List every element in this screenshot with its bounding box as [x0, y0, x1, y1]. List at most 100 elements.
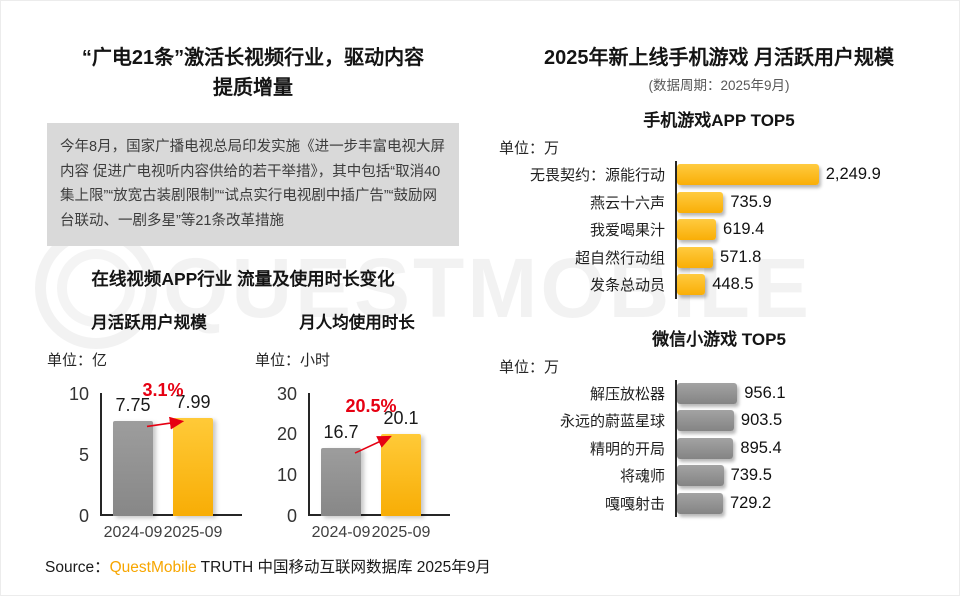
row-value-label: 729.2 [729, 493, 772, 512]
bar-value-label: 20.1 [383, 407, 419, 428]
table-row: 解压放松器 956.1 [497, 379, 941, 407]
row-bar-track: 739.5 [675, 462, 941, 490]
change-percent-label: 3.1% [142, 380, 184, 401]
row-value-label: 895.4 [740, 438, 782, 457]
table-row: 无畏契约：源能行动 2,249.9 [497, 161, 941, 189]
x-category-label: 2025-09 [371, 523, 431, 541]
hchart-rows: 解压放松器 956.1 永远的蔚蓝星球 903.5 精明的开局 895.4 将魂师 739.5… [497, 379, 941, 517]
y-axis-line [100, 392, 102, 516]
right-column: 2025年新上线手机游戏 月活跃用户规模 (数据周期：2025年9月) 手机游戏… [471, 1, 959, 560]
bar-超自然行动组 [677, 246, 714, 268]
row-category-label: 嘎嘎射击 [604, 495, 665, 513]
y-axis-tick: 30 [276, 383, 297, 404]
table-row: 嘎嘎射击 729.2 [497, 489, 941, 517]
chart-mobile-game-app-top5: 手机游戏APP TOP5 单位：万无畏契约：源能行动 2,249.9 燕云十六声 735… [497, 106, 941, 299]
unit-label: 单位：万 [499, 140, 560, 157]
bar-value-label: 16.7 [323, 421, 359, 442]
row-category-label: 永远的蔚蓝星球 [559, 413, 665, 431]
bar-发条总动员 [677, 274, 706, 296]
source-line: Source：QuestMobile TRUTH 中国移动互联网数据库 2025… [45, 555, 491, 577]
x-axis-line [100, 513, 242, 516]
chart-wechat-minigame-top5: 微信小游戏 TOP5 单位：万解压放松器 956.1 永远的蔚蓝星球 903.5 精明的开… [497, 325, 941, 517]
row-value-label: 448.5 [712, 275, 754, 294]
table-row: 我爱喝果汁 619.4 [497, 216, 941, 244]
left-section-title: 在线视频APP行业 流量及使用时长变化 [91, 268, 395, 289]
bar-value-label: 7.99 [175, 392, 211, 413]
vchart-plot: 0 10 20 30 16.7 2024-09 20.1 2025-09 20.5% [253, 384, 461, 541]
row-category-label: 将魂师 [619, 468, 665, 486]
x-axis-line [308, 513, 450, 516]
row-category-label: 超自然行动组 [574, 249, 665, 267]
hchart-title: 微信小游戏 TOP5 [652, 329, 786, 349]
row-bar-track: 903.5 [675, 407, 941, 435]
x-category-label: 2024-09 [103, 523, 163, 541]
bar-将魂师 [677, 465, 724, 487]
growth-arrow-icon [253, 394, 461, 516]
row-value-label: 739.5 [730, 466, 772, 485]
y-axis-tick: 0 [78, 505, 89, 526]
row-category-label: 无畏契约：源能行动 [529, 167, 665, 185]
y-axis-tick: 20 [276, 424, 297, 445]
unit-label: 单位：小时 [255, 351, 331, 369]
row-category-label: 燕云十六声 [589, 194, 665, 212]
bar-我爱喝果汁 [677, 219, 717, 241]
row-value-label: 571.8 [720, 247, 762, 266]
bar-value-label: 7.75 [115, 395, 151, 415]
source-rest: TRUTH 中国移动互联网数据库 2025年9月 [196, 559, 491, 576]
change-percent-label: 20.5% [345, 395, 397, 416]
bar-精明的开局 [677, 437, 734, 459]
right-page-subtitle: (数据周期：2025年9月) [648, 78, 790, 93]
row-bar-track: 895.4 [675, 434, 941, 462]
table-row: 将魂师 739.5 [497, 462, 941, 490]
row-value-label: 619.4 [723, 220, 765, 239]
row-bar-track: 956.1 [675, 379, 941, 407]
row-value-label: 735.9 [730, 192, 772, 211]
row-value-label: 903.5 [740, 411, 783, 430]
bar-2025-09 [173, 418, 213, 516]
left-column: “广电21条”激活长视频行业，驱动内容 提质增量 今年8月，国家广播电视总局印发实… [1, 1, 471, 560]
table-row: 燕云十六声 735.9 [497, 188, 941, 216]
left-title-line1: “广电21条”激活长视频行业，驱动内容 [81, 47, 425, 69]
y-axis-tick: 5 [78, 444, 89, 465]
bar-永远的蔚蓝星球 [677, 410, 734, 432]
bar-解压放松器 [677, 382, 738, 404]
bar-燕云十六声 [677, 191, 724, 213]
source-label: Source： [45, 559, 110, 576]
bar-2025-09 [381, 433, 421, 516]
table-row: 发条总动员 448.5 [497, 271, 941, 299]
table-row: 精明的开局 895.4 [497, 434, 941, 462]
y-axis-tick: 10 [68, 383, 89, 404]
y-axis-line [308, 392, 310, 516]
row-category-label: 发条总动员 [589, 277, 665, 295]
left-title-line2: 提质增量 [213, 77, 293, 99]
table-row: 超自然行动组 571.8 [497, 243, 941, 271]
row-category-label: 解压放松器 [589, 385, 665, 403]
growth-arrow-icon [45, 394, 253, 516]
source-brand: QuestMobile [109, 559, 197, 576]
chart-monthly-time-per-user: 月人均使用时长单位：小时 0 10 20 30 16.7 2024-09 20.1 2025-0… [253, 305, 461, 560]
chart-monthly-active-users: 月活跃用户规模 单位：亿 0 5 10 7.75 2024-09 7.99 2025-09 3.1… [45, 305, 253, 560]
mini-charts-row: 月活跃用户规模 单位：亿 0 5 10 7.75 2024-09 7.99 2025-09 3.1… [45, 305, 471, 560]
y-axis-tick: 0 [286, 505, 297, 526]
table-row: 永远的蔚蓝星球 903.5 [497, 407, 941, 435]
vchart-title: 月活跃用户规模 [91, 313, 207, 332]
bar-无畏契约：源能行动 [677, 164, 819, 186]
row-category-label: 精明的开局 [589, 440, 665, 458]
row-category-label: 我爱喝果汁 [589, 222, 665, 240]
row-value-label: 2,249.9 [825, 165, 881, 184]
x-category-label: 2024-09 [311, 523, 371, 541]
left-page-title: “广电21条”激活长视频行业，驱动内容 提质增量 [45, 43, 461, 103]
row-bar-track: 729.2 [675, 489, 941, 517]
vchart-title: 月人均使用时长 [299, 313, 415, 332]
right-page-title: 2025年新上线手机游戏 月活跃用户规模 [543, 47, 895, 69]
row-bar-track: 735.9 [675, 188, 941, 216]
row-bar-track: 448.5 [675, 271, 941, 299]
y-axis-tick: 10 [276, 464, 297, 485]
row-value-label: 956.1 [744, 383, 786, 402]
unit-label: 单位：万 [499, 358, 560, 376]
hchart-title: 手机游戏APP TOP5 [643, 111, 795, 130]
bar-2024-09 [321, 447, 361, 516]
row-bar-track: 2,249.9 [675, 161, 941, 189]
bar-嘎嘎射击 [677, 492, 723, 514]
